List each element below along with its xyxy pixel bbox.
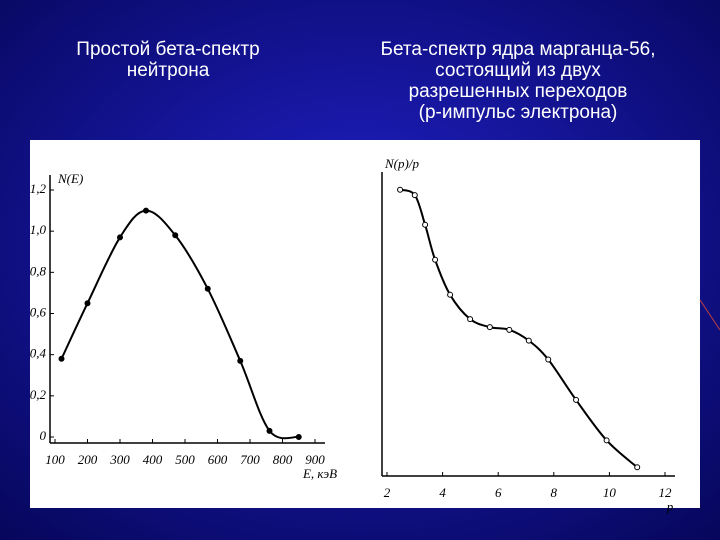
data-point [411,192,418,199]
x-tick-label: 300 [109,452,130,467]
chart-title: состоящий из двух [435,60,601,81]
chart-title: (р-импульс электрона) [419,102,618,123]
x-axis-label: E, кэВ [302,466,337,481]
y-tick-label: 0,6 [30,304,47,319]
data-point [204,285,211,292]
data-point [422,221,429,228]
x-tick-label: 200 [78,452,98,467]
x-tick-label: 900 [305,452,325,467]
data-point [172,232,179,239]
data-point [237,357,244,364]
data-point [486,324,493,331]
data-point [545,356,552,363]
data-point [603,437,610,444]
data-point [266,427,273,434]
data-point [117,234,123,241]
x-tick-label: 600 [208,452,228,467]
data-point [634,464,641,471]
decor [699,299,720,331]
y-tick-label: 0,8 [30,263,47,278]
x-tick-label: 800 [273,452,293,467]
data-point [506,326,513,333]
data-point [84,300,91,307]
chart-title: нейтрона [127,60,210,81]
y-tick-label: 0,4 [30,346,47,361]
chart-title: Бета-спектр ядра марганца-56, [381,39,656,60]
x-tick-label: 10 [603,485,617,500]
data-point [432,256,439,263]
data-point [447,291,454,298]
y-tick-label: 0 [40,428,47,443]
x-tick-label: 400 [143,452,163,467]
y-tick-label: 1,2 [30,181,47,196]
x-tick-label: 100 [45,452,65,467]
chart-title: разрешенных переходов [409,81,628,102]
x-axis-label: p [666,499,674,514]
chart-title: Простой бета-спектр [76,39,259,60]
x-tick-label: 8 [551,485,558,500]
data-point [143,207,149,214]
x-tick-label: 700 [240,452,260,467]
x-tick-label: 12 [659,485,673,500]
x-tick-label: 500 [175,452,195,467]
y-tick-label: 1,0 [30,222,47,237]
y-axis-label: N(p)/p [384,156,419,171]
data-point [467,316,474,323]
data-point [58,355,65,362]
x-tick-label: 6 [495,485,502,500]
data-point [397,186,404,193]
data-point [525,337,532,344]
x-tick-label: 2 [384,485,391,500]
x-tick-label: 4 [439,485,446,500]
data-point [573,396,580,403]
data-point [295,434,302,440]
y-axis-label: N(E) [57,171,83,186]
y-tick-label: 0,2 [30,387,47,402]
chart-panel [30,140,700,508]
